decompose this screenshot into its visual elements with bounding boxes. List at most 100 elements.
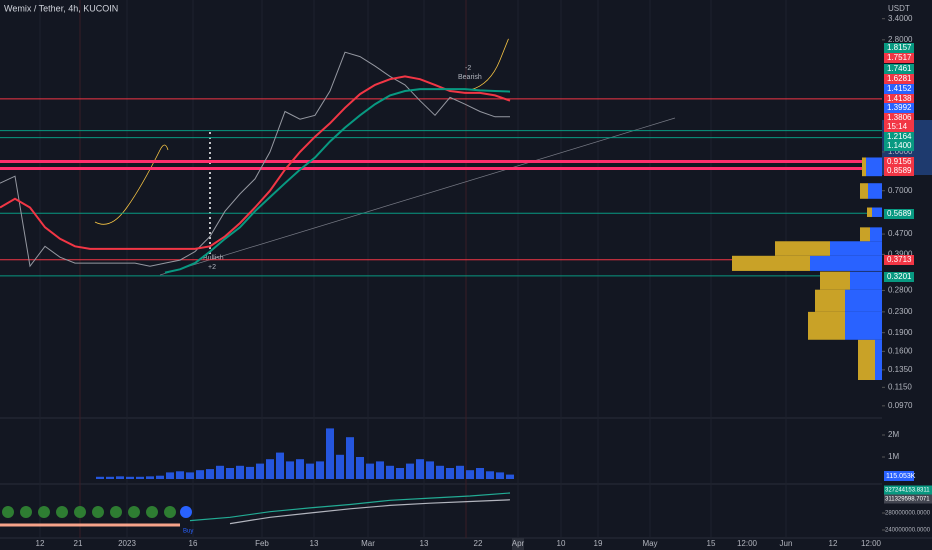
y-tick-label: 240000000.0000	[885, 528, 931, 534]
tag-box	[884, 113, 914, 123]
volume-bar	[446, 468, 454, 479]
volume-bar	[406, 463, 414, 479]
x-tick-label: 12	[829, 539, 838, 548]
volume-bar	[246, 466, 254, 479]
profile-down	[845, 311, 882, 340]
annotation: Bullish	[203, 255, 224, 262]
price-tag: 0.3713	[884, 255, 914, 265]
tag-label: 0.5689	[887, 209, 912, 218]
tag-label: 1.4138	[887, 94, 912, 103]
x-tick-label: Apr	[512, 539, 525, 548]
volume-bar	[306, 463, 314, 479]
price-tag: 0.9156	[884, 157, 914, 167]
volume-bar	[296, 459, 304, 479]
volume-bar	[226, 468, 234, 479]
volume-bar	[476, 468, 484, 479]
price-tag: 0.8589	[884, 166, 914, 176]
symbol-title: Wemix / Tether, 4h, KUCOIN	[4, 3, 118, 13]
y-tick-label: 2.8000	[888, 35, 913, 44]
currency-label: USDT	[888, 4, 910, 13]
tag-label: 115.053K	[886, 473, 916, 480]
tag-box	[884, 157, 914, 167]
volume-bar	[356, 457, 364, 479]
tag-box	[884, 255, 914, 265]
volume-bar	[96, 476, 104, 479]
tag-label: 327244153.8311	[885, 488, 930, 494]
series-line	[164, 88, 511, 274]
volume-bar	[136, 476, 144, 479]
x-tick-label: 22	[474, 539, 483, 548]
annotation: +2	[208, 264, 216, 271]
profile-down	[868, 183, 882, 199]
x-tick-label: Feb	[255, 539, 269, 548]
volume-bar	[466, 470, 474, 479]
profile-down	[830, 241, 882, 256]
price-tag: 1.7461	[884, 64, 914, 74]
x-tick-label: May	[642, 539, 657, 548]
profile-down	[875, 339, 882, 380]
tag-box	[884, 132, 914, 142]
volume-bar	[426, 461, 434, 479]
tag-label: 15:14	[887, 122, 908, 131]
tag-label: 1.7461	[887, 64, 912, 73]
profile-down	[850, 271, 882, 290]
volume-bar	[336, 454, 344, 479]
profile-up	[860, 227, 870, 242]
tag-label: 1.7517	[887, 53, 912, 62]
profile-up	[867, 207, 872, 217]
tag-box	[884, 122, 914, 132]
volume-bar	[506, 474, 514, 479]
y-tick-label: 0.1600	[888, 346, 913, 355]
price-tag: 1.8157	[884, 43, 914, 53]
tag-box	[884, 84, 914, 94]
volume-bar	[276, 452, 284, 479]
volume-bar	[216, 465, 224, 479]
y-tick-label: 3.4000	[888, 14, 913, 23]
price-tag: 1.1400	[884, 141, 914, 151]
volume-bar	[386, 465, 394, 479]
price-tag: 1.4138	[884, 94, 914, 104]
tag-box	[884, 53, 914, 63]
profile-up	[860, 183, 868, 199]
y-tick-label: 1M	[888, 452, 899, 461]
volume-bar	[156, 475, 164, 479]
profile-up	[775, 241, 830, 256]
volume-bar	[486, 471, 494, 479]
volume-bar	[416, 459, 424, 479]
tag-label: 1.8157	[887, 43, 912, 52]
tag-box	[884, 141, 914, 151]
price-tag: 1.6281	[884, 74, 914, 84]
profile-down	[870, 227, 882, 242]
volume-bar	[456, 465, 464, 479]
y-tick-label: 0.3900	[888, 249, 913, 258]
tag-box	[884, 272, 914, 282]
volume-bar	[196, 470, 204, 479]
y-tick-label: 0.1900	[888, 328, 913, 337]
tag-label: 0.3713	[887, 255, 912, 264]
profile-down	[845, 289, 882, 312]
volume-bar	[436, 465, 444, 479]
trendline	[159, 117, 676, 276]
tag-label: 1.1400	[887, 141, 912, 150]
volume-bar	[286, 461, 294, 479]
tag-label: 1.3806	[887, 113, 912, 122]
price-tag: 15:14	[884, 122, 914, 132]
price-tag: 0.5689	[884, 209, 914, 219]
x-tick-label: 16	[189, 539, 198, 548]
profile-up	[815, 289, 845, 312]
indicator-line	[189, 492, 511, 522]
y-tick-label: 0.4700	[888, 229, 913, 238]
volume-bar	[376, 461, 384, 479]
y-tick-label: 0.2800	[888, 286, 913, 295]
profile-up	[732, 255, 810, 271]
volume-bar	[256, 463, 264, 479]
y-tick-label: 2M	[888, 430, 899, 439]
price-tag: 1.3806	[884, 113, 914, 123]
volume-bar	[186, 472, 194, 479]
tag-box	[884, 94, 914, 104]
x-tick-label: 15	[707, 539, 716, 548]
price-tag: 1.4152	[884, 84, 914, 94]
y-tick-label: 0.1350	[888, 365, 913, 374]
volume-bar	[316, 461, 324, 479]
